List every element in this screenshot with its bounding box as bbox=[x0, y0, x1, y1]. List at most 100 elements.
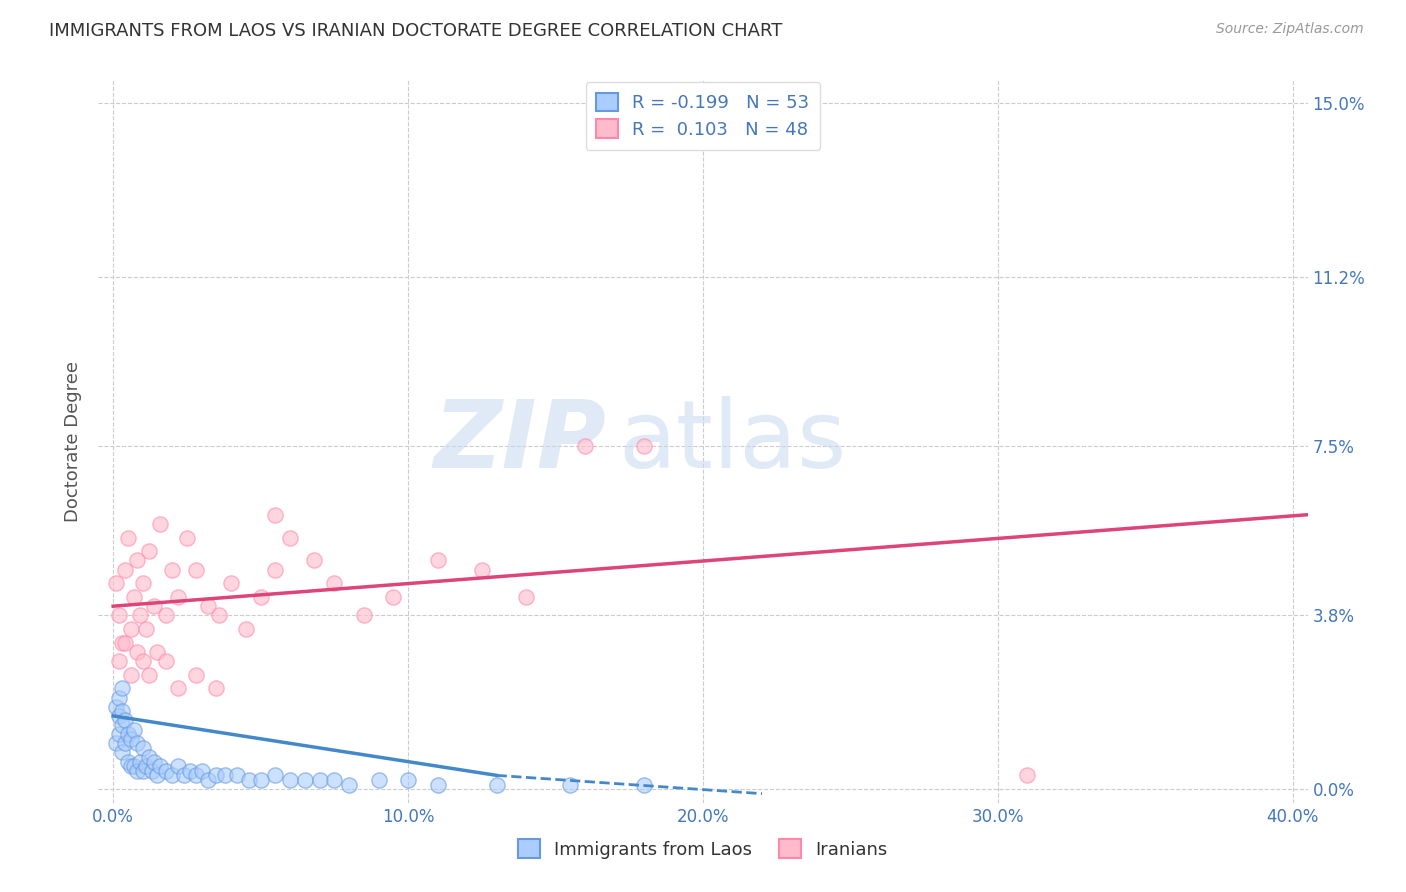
Point bbox=[131, 764, 153, 778]
Point bbox=[128, 608, 150, 623]
Point bbox=[367, 772, 389, 787]
Point bbox=[426, 777, 449, 791]
Point bbox=[226, 768, 249, 782]
Point bbox=[219, 576, 242, 591]
Point bbox=[302, 553, 325, 567]
Point bbox=[128, 755, 150, 769]
Point bbox=[117, 531, 139, 545]
Point bbox=[111, 718, 134, 732]
Point bbox=[471, 563, 494, 577]
Point bbox=[108, 690, 131, 705]
Point bbox=[125, 553, 148, 567]
Point bbox=[167, 681, 190, 696]
Point bbox=[176, 531, 198, 545]
Legend: Immigrants from Laos, Iranians: Immigrants from Laos, Iranians bbox=[510, 832, 896, 866]
Point bbox=[114, 736, 136, 750]
Point bbox=[560, 777, 582, 791]
Point bbox=[160, 768, 183, 782]
Point bbox=[149, 759, 172, 773]
Point bbox=[143, 599, 166, 614]
Point bbox=[160, 563, 183, 577]
Point bbox=[114, 714, 136, 728]
Point bbox=[633, 777, 655, 791]
Point bbox=[155, 654, 177, 668]
Point bbox=[184, 563, 207, 577]
Point bbox=[111, 636, 134, 650]
Point bbox=[249, 590, 271, 604]
Point bbox=[197, 772, 219, 787]
Point bbox=[426, 553, 449, 567]
Point bbox=[337, 777, 360, 791]
Point bbox=[323, 576, 346, 591]
Point bbox=[120, 622, 142, 636]
Point bbox=[235, 622, 257, 636]
Point bbox=[105, 699, 128, 714]
Point bbox=[125, 645, 148, 659]
Point bbox=[146, 768, 169, 782]
Point bbox=[138, 544, 160, 558]
Point bbox=[131, 576, 153, 591]
Point bbox=[167, 590, 190, 604]
Point bbox=[135, 622, 157, 636]
Text: Source: ZipAtlas.com: Source: ZipAtlas.com bbox=[1216, 22, 1364, 37]
Y-axis label: Doctorate Degree: Doctorate Degree bbox=[65, 361, 83, 522]
Point bbox=[111, 746, 134, 760]
Text: IMMIGRANTS FROM LAOS VS IRANIAN DOCTORATE DEGREE CORRELATION CHART: IMMIGRANTS FROM LAOS VS IRANIAN DOCTORAT… bbox=[49, 22, 783, 40]
Point bbox=[264, 563, 287, 577]
Point bbox=[108, 654, 131, 668]
Point bbox=[485, 777, 508, 791]
Point bbox=[135, 759, 157, 773]
Point bbox=[515, 590, 537, 604]
Point bbox=[264, 768, 287, 782]
Point bbox=[108, 709, 131, 723]
Point bbox=[149, 516, 172, 531]
Point bbox=[120, 667, 142, 681]
Point bbox=[108, 727, 131, 741]
Point bbox=[146, 645, 169, 659]
Point bbox=[190, 764, 212, 778]
Point bbox=[125, 736, 148, 750]
Point bbox=[238, 772, 260, 787]
Point bbox=[138, 750, 160, 764]
Point bbox=[1017, 768, 1039, 782]
Point bbox=[323, 772, 346, 787]
Point bbox=[114, 563, 136, 577]
Point bbox=[105, 576, 128, 591]
Point bbox=[122, 590, 145, 604]
Point bbox=[108, 608, 131, 623]
Point bbox=[184, 768, 207, 782]
Point bbox=[294, 772, 316, 787]
Point bbox=[396, 772, 419, 787]
Point bbox=[111, 681, 134, 696]
Point bbox=[179, 764, 201, 778]
Point bbox=[141, 764, 163, 778]
Point bbox=[138, 667, 160, 681]
Point bbox=[184, 667, 207, 681]
Point bbox=[120, 731, 142, 746]
Point bbox=[308, 772, 330, 787]
Point bbox=[574, 439, 596, 453]
Point bbox=[117, 727, 139, 741]
Point bbox=[125, 764, 148, 778]
Point bbox=[278, 772, 301, 787]
Point bbox=[208, 608, 231, 623]
Point bbox=[114, 636, 136, 650]
Point bbox=[264, 508, 287, 522]
Point bbox=[117, 755, 139, 769]
Point bbox=[633, 439, 655, 453]
Text: atlas: atlas bbox=[619, 395, 846, 488]
Point bbox=[105, 736, 128, 750]
Point bbox=[353, 608, 375, 623]
Text: ZIP: ZIP bbox=[433, 395, 606, 488]
Point bbox=[278, 531, 301, 545]
Point bbox=[155, 608, 177, 623]
Point bbox=[122, 723, 145, 737]
Point bbox=[197, 599, 219, 614]
Point bbox=[382, 590, 405, 604]
Point bbox=[122, 759, 145, 773]
Point bbox=[120, 759, 142, 773]
Point bbox=[167, 759, 190, 773]
Point bbox=[131, 740, 153, 755]
Point bbox=[214, 768, 236, 782]
Point bbox=[131, 654, 153, 668]
